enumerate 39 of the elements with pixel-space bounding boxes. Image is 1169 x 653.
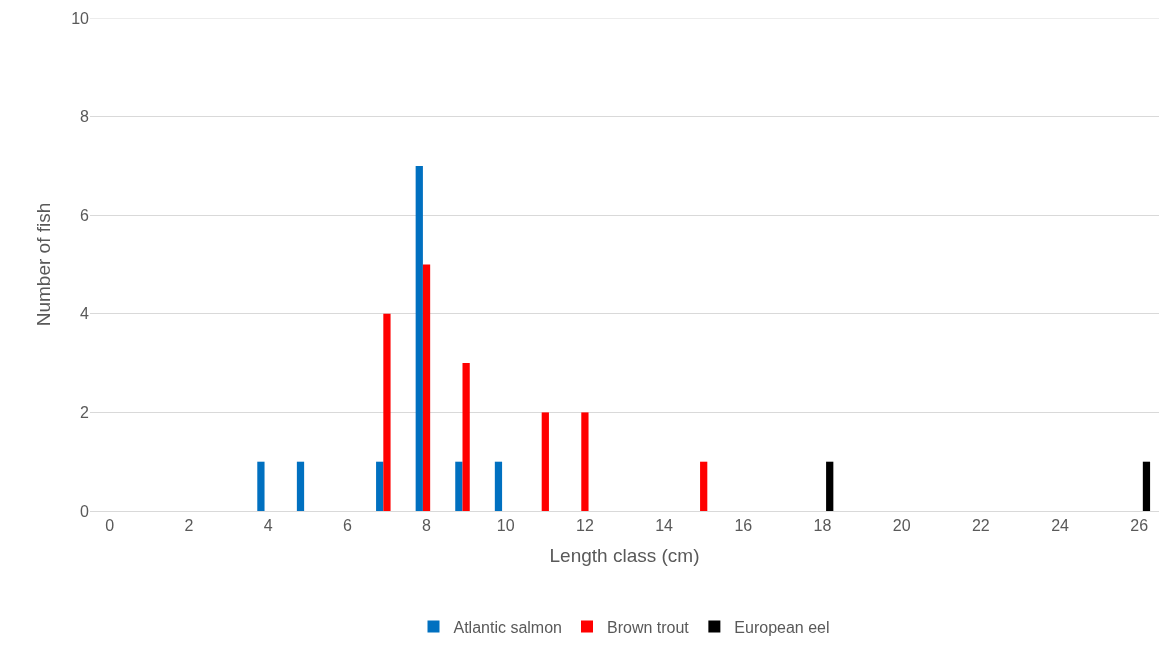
bar (383, 313, 391, 511)
bar (581, 412, 589, 511)
x-tick-label: 8 (422, 517, 432, 535)
x-axis-title: Length class (cm) (549, 545, 700, 566)
x-tick-label: 6 (342, 517, 352, 535)
y-tick-label: 10 (71, 9, 90, 27)
legend-label: Atlantic salmon (453, 618, 562, 636)
x-tick-label: 22 (971, 517, 990, 535)
x-tick-label: 12 (576, 517, 594, 535)
bar (1142, 461, 1151, 511)
bar (257, 461, 265, 511)
bar (415, 165, 423, 511)
bar (494, 461, 503, 511)
x-tick-label: 2 (184, 517, 194, 535)
x-tick-label: 4 (263, 517, 273, 535)
bar (700, 461, 708, 511)
bar (455, 461, 463, 511)
x-tick-label: 20 (892, 517, 911, 535)
y-tick-label: 4 (80, 305, 90, 323)
legend-label: Brown trout (607, 618, 690, 636)
bar (296, 461, 305, 511)
y-tick-label: 0 (80, 502, 90, 520)
y-tick-label: 6 (80, 206, 90, 224)
x-tick-label: 14 (655, 517, 674, 535)
legend-label: European eel (734, 618, 830, 636)
y-axis-title: Number of fish (33, 202, 55, 327)
x-tick-label: 24 (1051, 517, 1070, 535)
x-tick-label: 26 (1130, 517, 1149, 535)
bar (462, 363, 470, 511)
bar (376, 461, 384, 511)
bar (422, 264, 431, 511)
x-tick-label: 0 (105, 517, 115, 535)
x-tick-label: 10 (496, 517, 515, 535)
x-tick-label: 18 (813, 517, 832, 535)
y-tick-label: 8 (80, 108, 90, 126)
x-tick-label: 16 (734, 517, 753, 535)
bar (826, 461, 834, 511)
y-tick-label: 2 (80, 404, 90, 421)
bar (541, 412, 549, 511)
